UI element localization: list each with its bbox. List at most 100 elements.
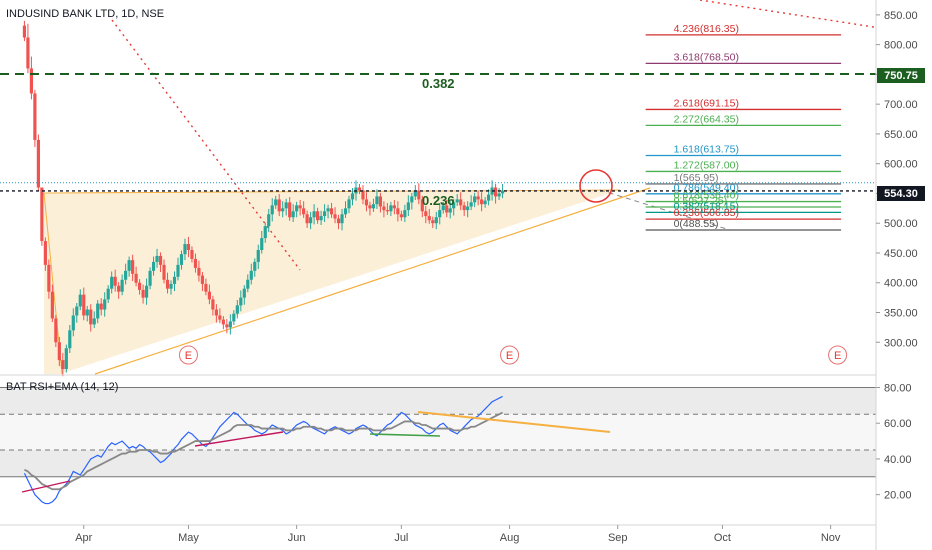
candle-body [364,199,369,206]
candle-body [466,206,470,211]
candle [148,267,152,290]
event-marker-circle[interactable] [500,345,520,365]
candle-body [340,214,344,224]
price-tick-label: 800.00 [884,40,918,52]
candle-body [165,279,170,289]
candle [113,269,117,292]
candle [75,302,79,323]
rsi-upper-band [0,387,876,415]
time-tick-label: Nov [821,532,841,544]
event-marker-label: E [185,350,192,362]
rsi-trendline-red-1 [21,480,71,493]
candle-body [256,250,260,262]
candle [165,272,170,294]
candle-body [434,217,438,224]
candle-body [260,238,264,250]
candle-body [413,190,417,197]
candle [452,198,456,216]
candle-body [493,187,498,197]
candle [117,282,121,299]
candle-body [169,283,173,289]
time-axis-ticks: Apr May Jun Jul Aug Sep Oct Nov [75,525,841,544]
candle-body [253,261,257,271]
candle-body [315,211,320,221]
candle-body [176,264,180,277]
candle-body [455,199,459,203]
candle [420,195,424,218]
candle [375,189,379,209]
candle-body [396,208,400,215]
candle-body [89,309,93,325]
rsi-tick-label: 60.00 [884,418,912,430]
candle [211,295,215,316]
candle-body [75,306,79,316]
candle [197,260,201,282]
candle [249,263,253,285]
candle [131,254,135,281]
candle [399,210,403,221]
candle-body [445,205,449,213]
candle [396,201,400,222]
candle-body [246,279,250,289]
candle [43,237,47,271]
candle [22,20,27,42]
candle-body [389,205,393,212]
rsi-line [23,395,503,505]
candle [89,304,93,332]
candle-body [452,202,456,209]
candle-body [385,210,389,212]
candle [385,202,389,215]
candle [179,250,184,270]
candle-body [500,191,505,194]
candle [103,292,107,317]
candle [281,201,285,218]
candle-body [487,194,491,201]
candle [284,198,288,216]
candle-body [113,276,117,286]
candle-body [148,270,152,286]
candle [493,183,498,204]
current-price-badge [877,186,925,201]
candle-body [403,210,407,218]
candle [406,195,410,217]
candle-body [333,214,337,219]
candle-body [441,205,445,211]
top-dotted-trendline [699,0,881,29]
rsi-trendline-yellow [417,411,611,433]
candle [85,305,89,322]
candle [207,284,212,305]
candle-body [138,282,142,290]
candle-body [103,299,107,310]
price-tick-label: 500.00 [884,218,918,230]
candle [96,300,100,324]
candle-body [350,193,355,200]
candle-body [151,261,156,271]
candle-body [267,214,271,227]
fib-level-label: 2.618(691.15) [674,97,739,109]
rsi-tick-label: 80.00 [884,383,912,395]
candle [427,208,431,224]
fib-level-label: 0.618(536.40) [674,190,739,202]
candle [54,314,58,348]
candle [235,300,239,319]
candle [253,258,257,277]
candle-body [291,211,295,218]
candle-body [410,196,414,203]
rsi-pane: BAT RSI+EMA (14, 12) [0,381,876,505]
candle [326,204,330,219]
highlight-level-badge [877,68,925,83]
candle [487,189,491,206]
candle [263,222,267,243]
candle [162,259,166,284]
time-tick-label: Oct [714,532,731,544]
rsi-bands [0,387,876,478]
fib-level-label: 0.236(506.85) [674,207,739,219]
candle [302,201,306,218]
event-marker-circle[interactable] [828,345,848,365]
candle [151,256,156,276]
candle [340,208,344,231]
candle-body [424,211,428,217]
event-marker-circle[interactable] [178,345,198,365]
candle [218,308,222,324]
candle [298,200,302,216]
